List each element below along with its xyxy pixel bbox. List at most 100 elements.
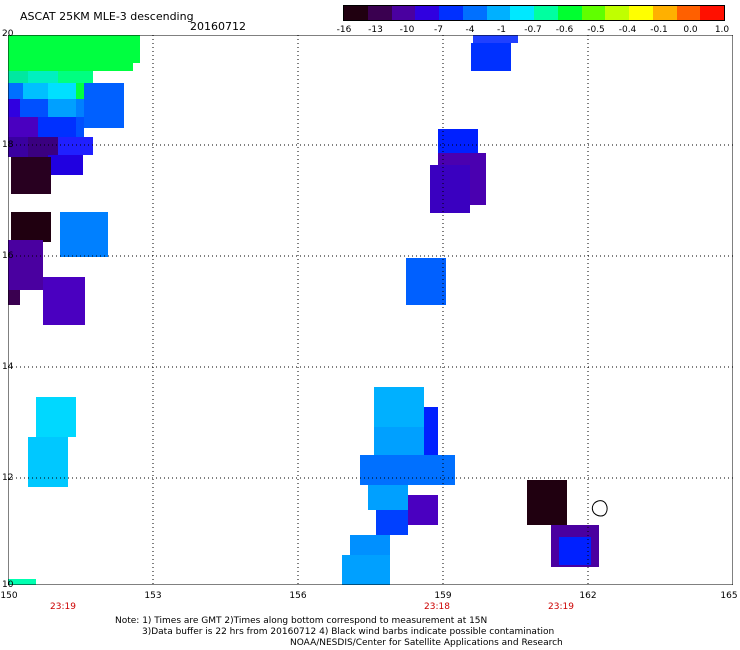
lon-label-150: 150 <box>0 591 18 601</box>
color-scale-segment <box>462 6 487 20</box>
wind-cell <box>28 137 58 157</box>
wind-cell <box>376 510 408 535</box>
wind-cell <box>76 99 84 117</box>
wind-cell <box>38 117 76 137</box>
wind-cell <box>8 117 38 137</box>
note-line-2: 3)Data buffer is 22 hrs from 20160712 4)… <box>142 627 555 637</box>
color-scale-label: -7 <box>434 25 443 35</box>
product-title: ASCAT 25KM MLE-3 descending <box>20 10 194 23</box>
note-line-1: Note: 1) Times are GMT 2)Times along bot… <box>115 616 488 626</box>
lat-label-14: 14 <box>2 362 14 372</box>
color-scale-segment <box>391 6 416 20</box>
wind-cell <box>48 155 83 175</box>
note-line-3: NOAA/NESDIS/Center for Satellite Applica… <box>290 638 563 648</box>
wind-cell <box>360 455 455 485</box>
wind-cell <box>8 137 28 157</box>
color-scale-label: -0.1 <box>650 25 668 35</box>
color-scale-bar <box>343 5 725 21</box>
wind-cell <box>473 35 518 43</box>
wind-cells <box>8 35 599 585</box>
color-scale-segment <box>439 6 463 20</box>
wind-cell <box>527 480 567 525</box>
color-scale-label: -0.6 <box>555 25 574 35</box>
color-scale-label: -16 <box>336 25 352 35</box>
lon-label-162: 162 <box>579 591 597 601</box>
color-scale-label: -13 <box>368 25 383 35</box>
wind-cell <box>8 290 20 305</box>
lon-label-165: 165 <box>720 591 738 601</box>
wind-cell <box>8 240 43 290</box>
wind-cell <box>43 277 85 325</box>
color-scale-label: 1.0 <box>714 25 730 35</box>
lat-label-16: 16 <box>2 251 14 261</box>
color-scale-label: -10 <box>399 25 415 35</box>
wind-cell <box>430 165 470 213</box>
wind-cell <box>368 485 408 510</box>
wind-cell <box>8 99 20 117</box>
color-scale-segment <box>534 6 558 20</box>
color-scale-segment <box>557 6 582 20</box>
lon-label-153: 153 <box>144 591 162 601</box>
time-label-3: 23:19 <box>548 602 574 612</box>
wind-cell <box>406 258 446 305</box>
wind-cell <box>20 99 48 117</box>
color-scale-segment <box>700 6 724 20</box>
wind-cell <box>11 157 51 194</box>
wind-cell <box>374 427 424 455</box>
wind-cell <box>28 437 68 487</box>
lon-label-156: 156 <box>289 591 307 601</box>
wind-cell <box>8 35 140 63</box>
wind-cell <box>60 212 108 257</box>
wind-cell <box>36 397 76 437</box>
color-scale-label: 0.0 <box>683 25 698 35</box>
color-scale-segment <box>676 6 701 20</box>
time-label-2: 23:18 <box>424 602 450 612</box>
color-scale-segment <box>344 6 368 20</box>
wind-cell <box>8 579 36 585</box>
color-scale-segment <box>367 6 392 20</box>
wind-cell <box>28 71 58 83</box>
lat-label-18: 18 <box>2 140 14 150</box>
lon-label-159: 159 <box>434 591 452 601</box>
color-scale-label: -0.5 <box>587 25 605 35</box>
wind-cell <box>350 535 390 555</box>
wind-cell <box>84 83 124 128</box>
wind-cell <box>471 43 511 71</box>
wind-cell <box>76 117 84 137</box>
color-scale-label: -0.7 <box>524 25 542 35</box>
grid-lines <box>8 35 733 585</box>
swath-map <box>8 35 733 585</box>
wind-cell <box>438 129 478 153</box>
wind-cell <box>11 212 51 242</box>
wind-cell <box>8 63 133 71</box>
wind-cell <box>58 71 93 83</box>
wind-cell <box>374 387 424 427</box>
wind-cell <box>48 83 76 99</box>
island-outline <box>591 500 608 517</box>
wind-cell <box>48 99 76 117</box>
color-scale-segment <box>629 6 653 20</box>
wind-cell <box>76 83 84 99</box>
color-scale-segment <box>415 6 439 20</box>
color-scale-segment <box>510 6 534 20</box>
color-scale-segment <box>486 6 511 20</box>
wind-cell <box>424 407 438 455</box>
wind-cell <box>342 555 390 585</box>
wind-cell <box>58 137 93 155</box>
color-scale-segment <box>652 6 677 20</box>
color-scale-label: -1 <box>497 25 506 35</box>
time-label-1: 23:19 <box>50 602 76 612</box>
wind-cell <box>8 71 28 83</box>
wind-cell <box>559 537 591 565</box>
wind-cell <box>8 83 23 99</box>
lat-label-10: 10 <box>2 580 14 590</box>
color-scale-label: -4 <box>465 25 475 35</box>
lat-label-12: 12 <box>2 473 14 483</box>
lat-label-20: 20 <box>2 29 14 39</box>
wind-cell <box>23 83 48 99</box>
color-scale-segment <box>605 6 629 20</box>
product-date: 20160712 <box>190 20 246 33</box>
wind-cell <box>408 495 438 525</box>
color-scale-segment <box>581 6 606 20</box>
color-scale-label: -0.4 <box>618 25 637 35</box>
